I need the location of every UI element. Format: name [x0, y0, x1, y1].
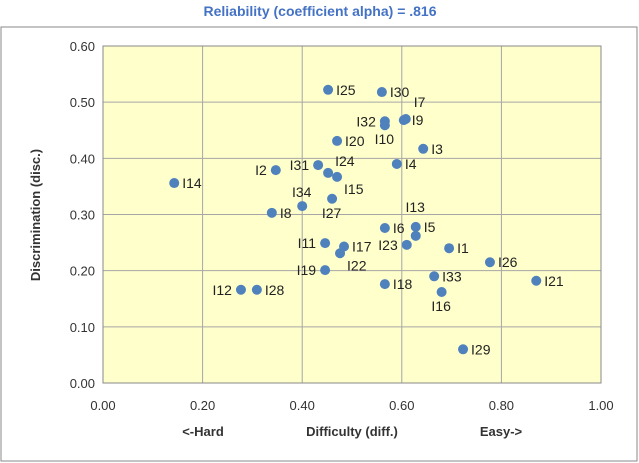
x-tick-label: 0.60	[389, 398, 414, 413]
data-point	[379, 222, 390, 233]
point-label: I4	[405, 156, 417, 172]
point-label: I24	[335, 153, 355, 169]
point-label: I22	[347, 257, 367, 273]
data-point	[235, 284, 246, 295]
point-label: I16	[431, 298, 451, 314]
data-point	[332, 135, 343, 146]
point-label: I31	[290, 157, 310, 173]
x-axis-hard-label: <-Hard	[182, 424, 224, 439]
y-tick-label: 0.50	[70, 95, 95, 110]
point-label: I19	[297, 262, 317, 278]
data-point	[410, 221, 421, 232]
point-label: I21	[544, 273, 564, 289]
data-point	[335, 248, 346, 259]
point-label: I14	[182, 175, 202, 191]
y-tick-label: 0.00	[70, 376, 95, 391]
data-point	[379, 279, 390, 290]
data-point	[270, 165, 281, 176]
data-point	[401, 239, 412, 250]
point-label: I6	[393, 220, 405, 236]
point-label: I25	[336, 82, 356, 98]
point-label: I20	[345, 133, 365, 149]
y-tick-label: 0.20	[70, 264, 95, 279]
data-point	[169, 178, 180, 189]
data-point	[266, 207, 277, 218]
plot-border	[102, 45, 602, 384]
point-label: I15	[344, 181, 364, 197]
data-point	[376, 87, 387, 98]
point-label: I8	[280, 205, 292, 221]
point-label: I28	[265, 282, 285, 298]
data-point	[418, 143, 429, 154]
x-tick-label: 0.80	[489, 398, 514, 413]
point-label: I9	[412, 112, 424, 128]
x-tick-label: 0.20	[190, 398, 215, 413]
chart-title: Reliability (coefficient alpha) = .816	[203, 3, 436, 19]
data-point	[297, 201, 308, 212]
point-label: I10	[375, 131, 395, 147]
x-tick-label: 0.00	[90, 398, 115, 413]
point-label: I11	[298, 235, 317, 251]
data-point	[313, 160, 324, 171]
x-axis-easy-label: Easy->	[480, 424, 523, 439]
data-point	[332, 171, 343, 182]
y-tick-label: 0.60	[70, 39, 95, 54]
data-point	[320, 265, 331, 276]
data-point	[436, 287, 447, 298]
data-point	[458, 344, 469, 355]
data-point	[320, 238, 331, 249]
point-label: I13	[406, 199, 426, 215]
point-label: I18	[393, 276, 413, 292]
y-tick-label: 0.10	[70, 320, 95, 335]
point-label: I33	[442, 268, 462, 284]
point-label: I32	[356, 113, 376, 129]
point-label: I3	[431, 141, 443, 157]
y-tick-label: 0.30	[70, 208, 95, 223]
y-axis-title: Discrimination (disc.)	[28, 149, 43, 281]
data-point	[410, 230, 421, 241]
data-point	[531, 275, 542, 286]
y-tick-label: 0.40	[70, 151, 95, 166]
point-label: I27	[322, 205, 342, 221]
data-point	[379, 120, 390, 131]
point-label: I30	[390, 84, 410, 100]
data-point	[323, 84, 334, 95]
point-label: I5	[424, 219, 436, 235]
x-tick-label: 1.00	[588, 398, 613, 413]
point-label: I2	[255, 162, 267, 178]
data-point	[484, 257, 495, 268]
data-point	[323, 167, 334, 178]
x-axis-title: Difficulty (diff.)	[306, 424, 398, 439]
point-label: I26	[498, 254, 518, 270]
point-label: I7	[414, 94, 426, 110]
data-point	[400, 114, 411, 125]
point-label: I29	[471, 341, 491, 357]
data-point	[429, 271, 440, 282]
point-label: I34	[292, 184, 312, 200]
point-label: I23	[378, 237, 398, 253]
data-point	[391, 158, 402, 169]
point-label: I1	[457, 240, 469, 256]
data-point	[251, 284, 262, 295]
x-tick-label: 0.40	[290, 398, 315, 413]
point-label: I17	[352, 239, 372, 255]
point-label: I12	[212, 282, 232, 298]
data-point	[444, 243, 455, 254]
data-point	[327, 193, 338, 204]
